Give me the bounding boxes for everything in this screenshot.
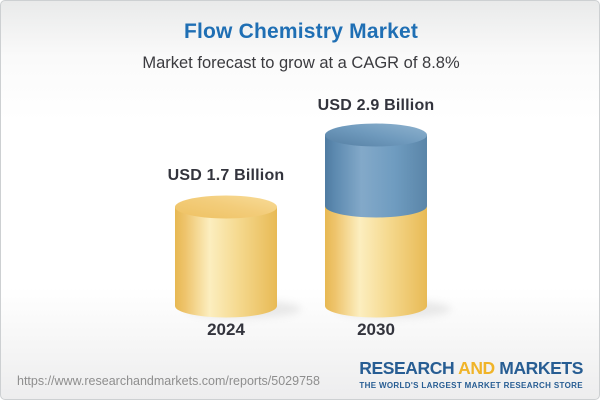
logo-wordmark: RESEARCH AND MARKETS [359, 358, 583, 378]
bar-2030-growth-segment [325, 135, 427, 218]
axis-label-2024: 2024 [207, 320, 245, 339]
axis-label-2030: 2030 [357, 320, 395, 339]
page-subtitle: Market forecast to grow at a CAGR of 8.8… [142, 54, 460, 72]
bar-2030-base-segment [325, 206, 427, 318]
bar-2024-value-label: USD 1.7 Billion [167, 167, 285, 184]
logo-tagline: THE WORLD'S LARGEST MARKET RESEARCH STOR… [359, 380, 583, 390]
page-title: Flow Chemistry Market [183, 20, 419, 43]
bar-2030-cylinder [325, 123, 427, 318]
logo-word-markets: MARKETS [499, 358, 583, 378]
research-and-markets-logo: RESEARCH AND MARKETS THE WORLD'S LARGEST… [359, 358, 583, 390]
logo-word-and: AND [458, 358, 495, 378]
logo-word-research: RESEARCH [359, 358, 455, 378]
bar-2024-cylinder [175, 195, 277, 318]
bar-2030-value-label: USD 2.9 Billion [317, 97, 435, 114]
report-url: https://www.researchandmarkets.com/repor… [17, 374, 320, 388]
